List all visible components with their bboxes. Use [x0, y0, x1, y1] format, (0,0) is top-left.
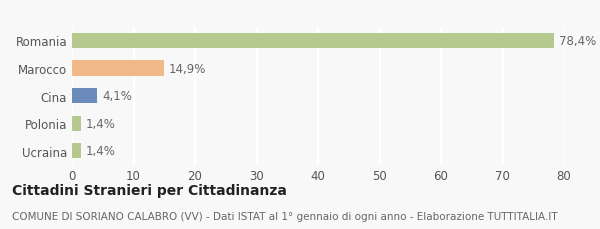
Bar: [72, 34, 554, 49]
Bar: [72, 144, 80, 159]
Text: 4,1%: 4,1%: [102, 90, 132, 103]
Bar: [72, 61, 164, 76]
Text: 1,4%: 1,4%: [86, 144, 115, 158]
Bar: [72, 89, 97, 104]
Text: 1,4%: 1,4%: [86, 117, 115, 130]
Text: 78,4%: 78,4%: [559, 35, 596, 48]
Bar: [72, 116, 80, 131]
Text: 14,9%: 14,9%: [169, 62, 206, 75]
Text: Cittadini Stranieri per Cittadinanza: Cittadini Stranieri per Cittadinanza: [12, 183, 287, 197]
Text: COMUNE DI SORIANO CALABRO (VV) - Dati ISTAT al 1° gennaio di ogni anno - Elabora: COMUNE DI SORIANO CALABRO (VV) - Dati IS…: [12, 211, 557, 221]
Legend: Europa, Africa, Asia: Europa, Africa, Asia: [221, 0, 415, 3]
